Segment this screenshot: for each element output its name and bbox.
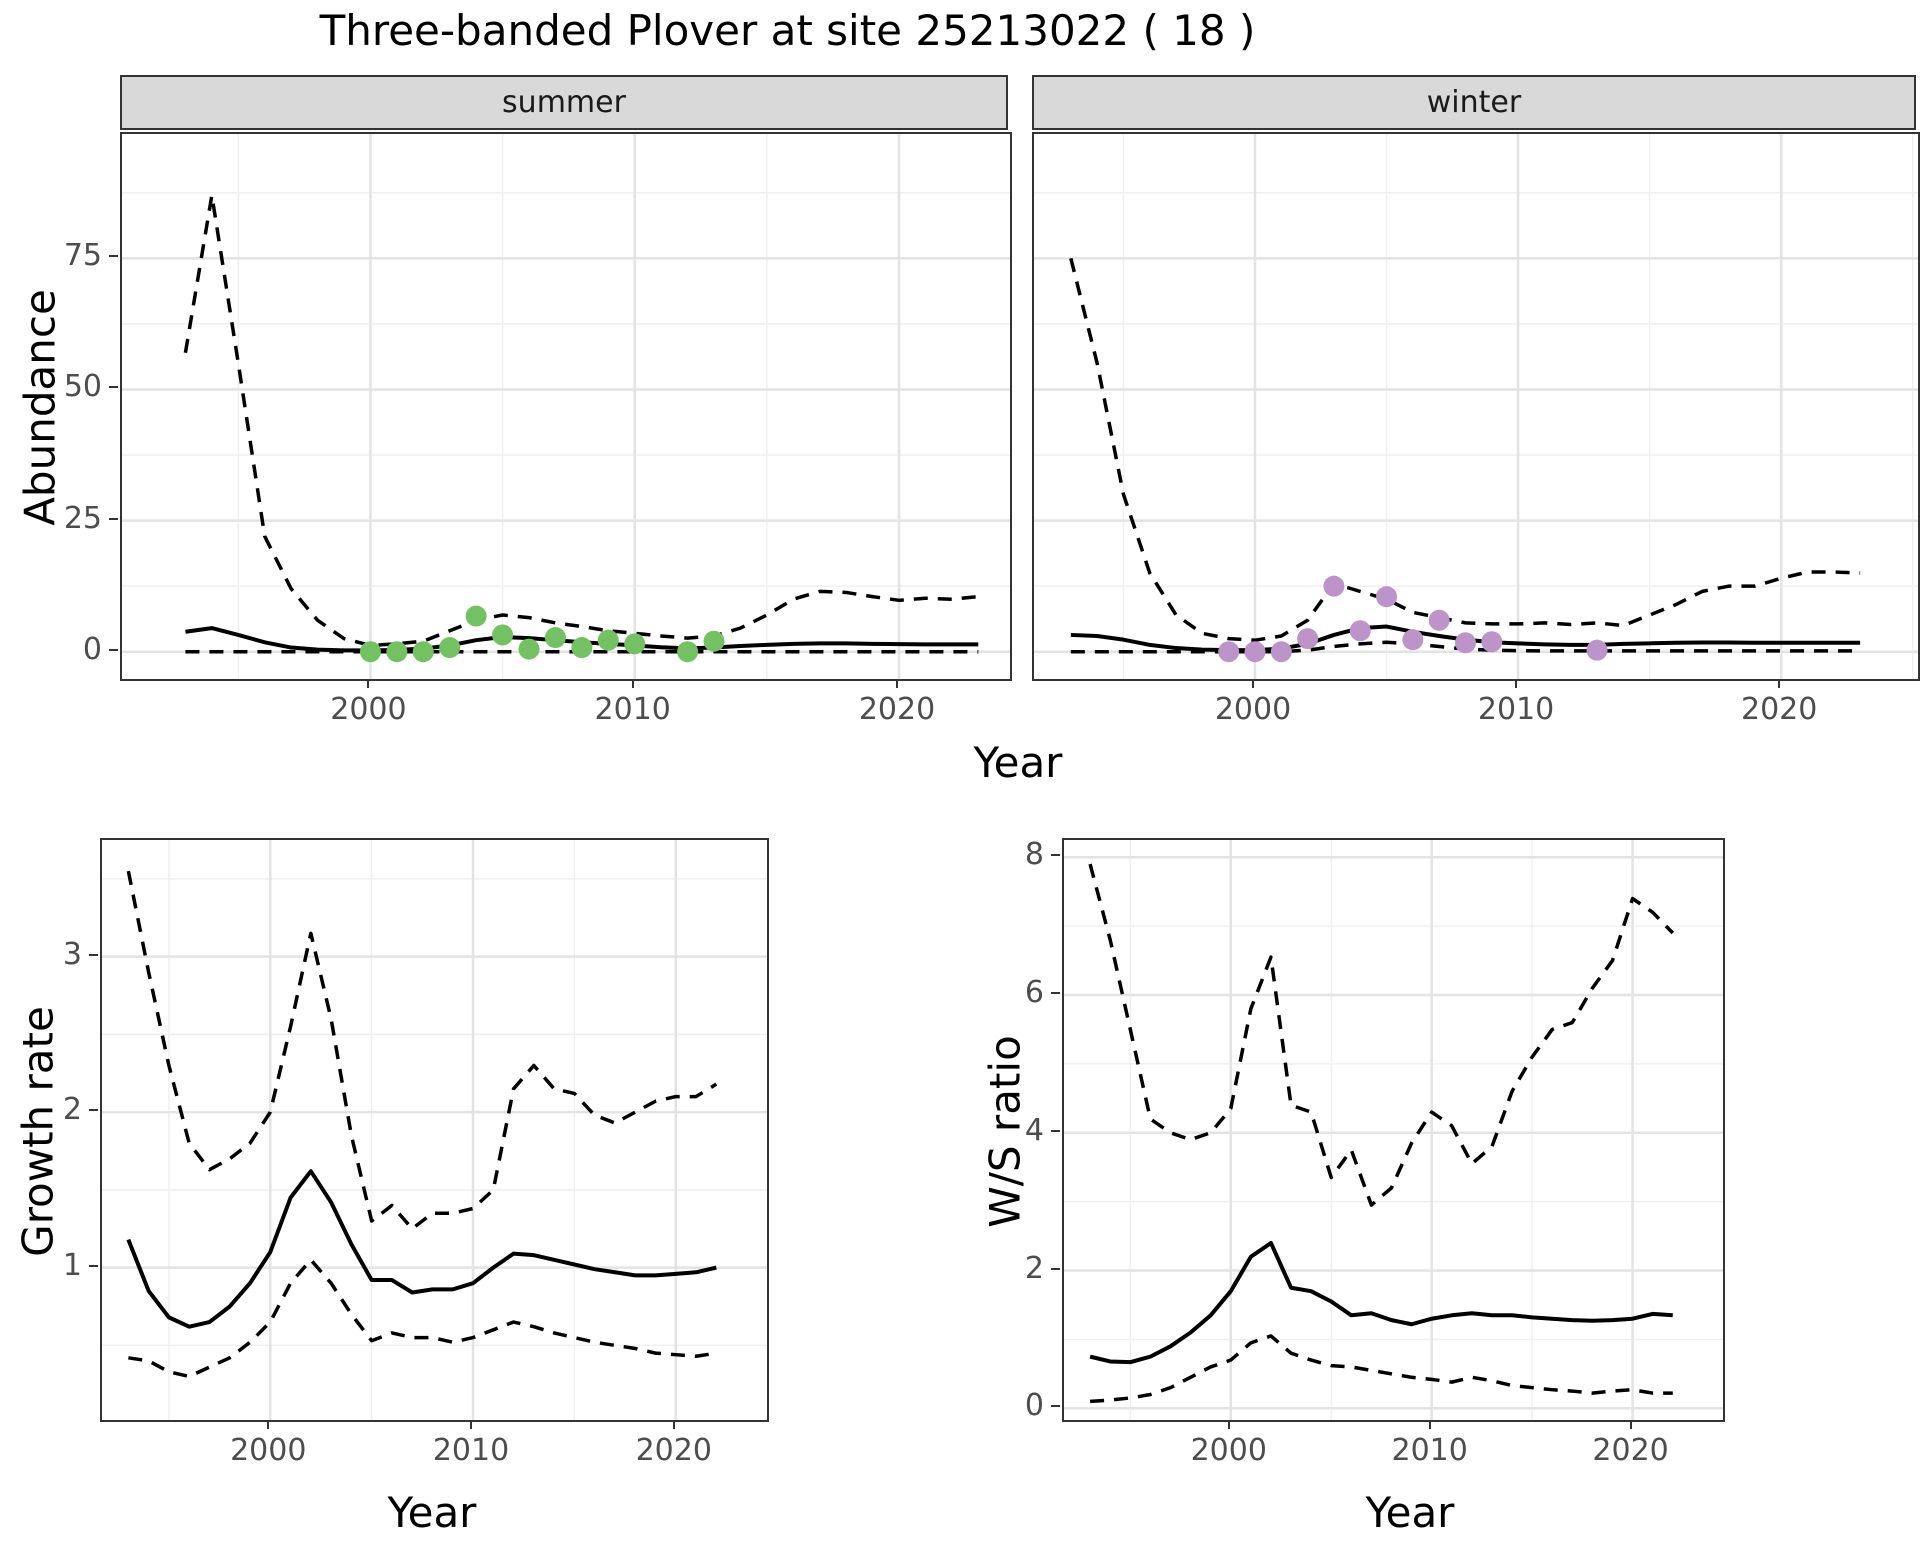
- y-tick-mark: [109, 386, 118, 389]
- x-axis-title-year-top: Year: [973, 738, 1063, 787]
- series-mean: [126, 1169, 717, 1329]
- observed-counts-winter-point: [1270, 641, 1292, 663]
- x-tick-mark: [672, 1420, 675, 1429]
- y-tick-mark: [1051, 854, 1060, 857]
- x-tick-label: 2010: [1391, 1433, 1468, 1468]
- observed-counts-winter-point: [1454, 632, 1476, 654]
- series-mean: [1089, 1240, 1673, 1365]
- observed-counts-winter-point: [1428, 609, 1450, 631]
- x-tick-mark: [1428, 1420, 1431, 1429]
- observed-counts-winter-point: [1402, 629, 1424, 651]
- facet-strip-winter-label: winter: [1426, 85, 1522, 120]
- y-tick-label: 25: [63, 500, 102, 536]
- y-tick-label: 0: [82, 631, 102, 667]
- x-axis-title-year-ws: Year: [1365, 1488, 1455, 1537]
- y-tick-label: 2: [1024, 1250, 1044, 1286]
- x-tick-label: 2010: [594, 692, 671, 727]
- observed-counts-winter-point: [1218, 641, 1240, 663]
- y-tick-label: 6: [1024, 974, 1044, 1010]
- observed-counts-winter-point: [1376, 586, 1398, 608]
- observed-counts-summer-point: [518, 638, 540, 660]
- series-upper_ci: [1069, 257, 1861, 642]
- y-tick-label: 50: [63, 369, 102, 405]
- observed-counts-summer-point: [703, 630, 725, 652]
- panel-abundance-winter: [1032, 132, 1920, 681]
- x-tick-label: 2020: [1592, 1433, 1669, 1468]
- x-tick-label: 2020: [1741, 692, 1818, 727]
- x-axis-title-year-growth: Year: [387, 1488, 477, 1537]
- x-tick-mark: [1629, 1420, 1632, 1429]
- y-tick-mark: [1051, 1267, 1060, 1270]
- observed-counts-summer-point: [677, 641, 699, 663]
- x-tick-mark: [267, 1420, 270, 1429]
- facet-strip-winter: winter: [1032, 75, 1916, 130]
- series-lower_ci: [128, 1258, 717, 1379]
- panel-abundance-summer: [120, 132, 1012, 681]
- y-tick-mark: [109, 255, 118, 258]
- x-tick-label: 2020: [635, 1433, 712, 1468]
- observed-counts-summer-point: [597, 629, 619, 651]
- observed-counts-summer-point: [359, 641, 381, 663]
- x-tick-label: 2000: [230, 1433, 307, 1468]
- y-tick-mark: [89, 1109, 98, 1112]
- x-tick-label: 2010: [432, 1433, 510, 1468]
- panel-ws-ratio: [1062, 838, 1725, 1422]
- x-tick-mark: [1252, 679, 1254, 688]
- y-tick-label: 75: [63, 238, 102, 274]
- x-tick-mark: [1778, 679, 1781, 688]
- y-tick-mark: [109, 517, 118, 520]
- x-tick-mark: [631, 679, 634, 688]
- y-tick-mark: [109, 648, 118, 651]
- y-tick-mark: [1051, 991, 1060, 994]
- facet-strip-summer-label: summer: [502, 85, 626, 120]
- series-lower_ci: [1089, 1334, 1673, 1404]
- y-tick-mark: [89, 1264, 98, 1267]
- y-tick-label: 2: [62, 1092, 82, 1128]
- observed-counts-summer-point: [386, 641, 408, 663]
- y-tick-label: 8: [1024, 837, 1044, 873]
- x-tick-mark: [896, 679, 898, 688]
- observed-counts-summer-point: [544, 627, 566, 649]
- observed-counts-summer-point: [492, 624, 514, 646]
- y-tick-mark: [1051, 1405, 1060, 1408]
- y-tick-label: 3: [62, 936, 82, 972]
- x-tick-label: 2000: [330, 692, 407, 727]
- x-tick-mark: [1227, 1420, 1230, 1429]
- observed-counts-summer-point: [624, 633, 646, 655]
- x-tick-label: 2000: [1214, 692, 1292, 727]
- observed-counts-winter-point: [1586, 639, 1608, 661]
- series-upper_ci: [183, 193, 979, 648]
- observed-counts-summer-point: [465, 605, 487, 627]
- y-tick-label: 1: [62, 1247, 82, 1283]
- observed-counts-winter-point: [1244, 641, 1266, 663]
- observed-counts-winter-point: [1297, 628, 1319, 650]
- y-tick-label: 4: [1024, 1112, 1044, 1148]
- x-tick-label: 2000: [1190, 1433, 1267, 1468]
- series-upper_ci: [126, 870, 718, 1231]
- series-upper_ci: [1088, 863, 1675, 1207]
- x-tick-mark: [1515, 679, 1518, 688]
- observed-counts-winter-point: [1323, 575, 1345, 597]
- y-axis-title-growth-rate: Growth rate: [13, 1006, 63, 1257]
- y-tick-mark: [1051, 1129, 1060, 1132]
- facet-strip-summer: summer: [120, 75, 1008, 130]
- observed-counts-summer-point: [571, 637, 593, 659]
- x-tick-mark: [470, 1420, 473, 1429]
- figure-title: Three-banded Plover at site 25213022 ( 1…: [319, 6, 1256, 55]
- observed-counts-summer-point: [439, 637, 461, 659]
- y-tick-label: 0: [1024, 1388, 1044, 1424]
- panel-growth-rate: [100, 838, 769, 1422]
- y-tick-mark: [89, 953, 98, 956]
- observed-counts-winter-point: [1349, 620, 1371, 642]
- x-tick-label: 2010: [1477, 692, 1555, 727]
- x-tick-mark: [367, 679, 370, 688]
- x-tick-label: 2020: [858, 692, 936, 727]
- observed-counts-summer-point: [412, 641, 434, 663]
- observed-counts-winter-point: [1481, 631, 1503, 653]
